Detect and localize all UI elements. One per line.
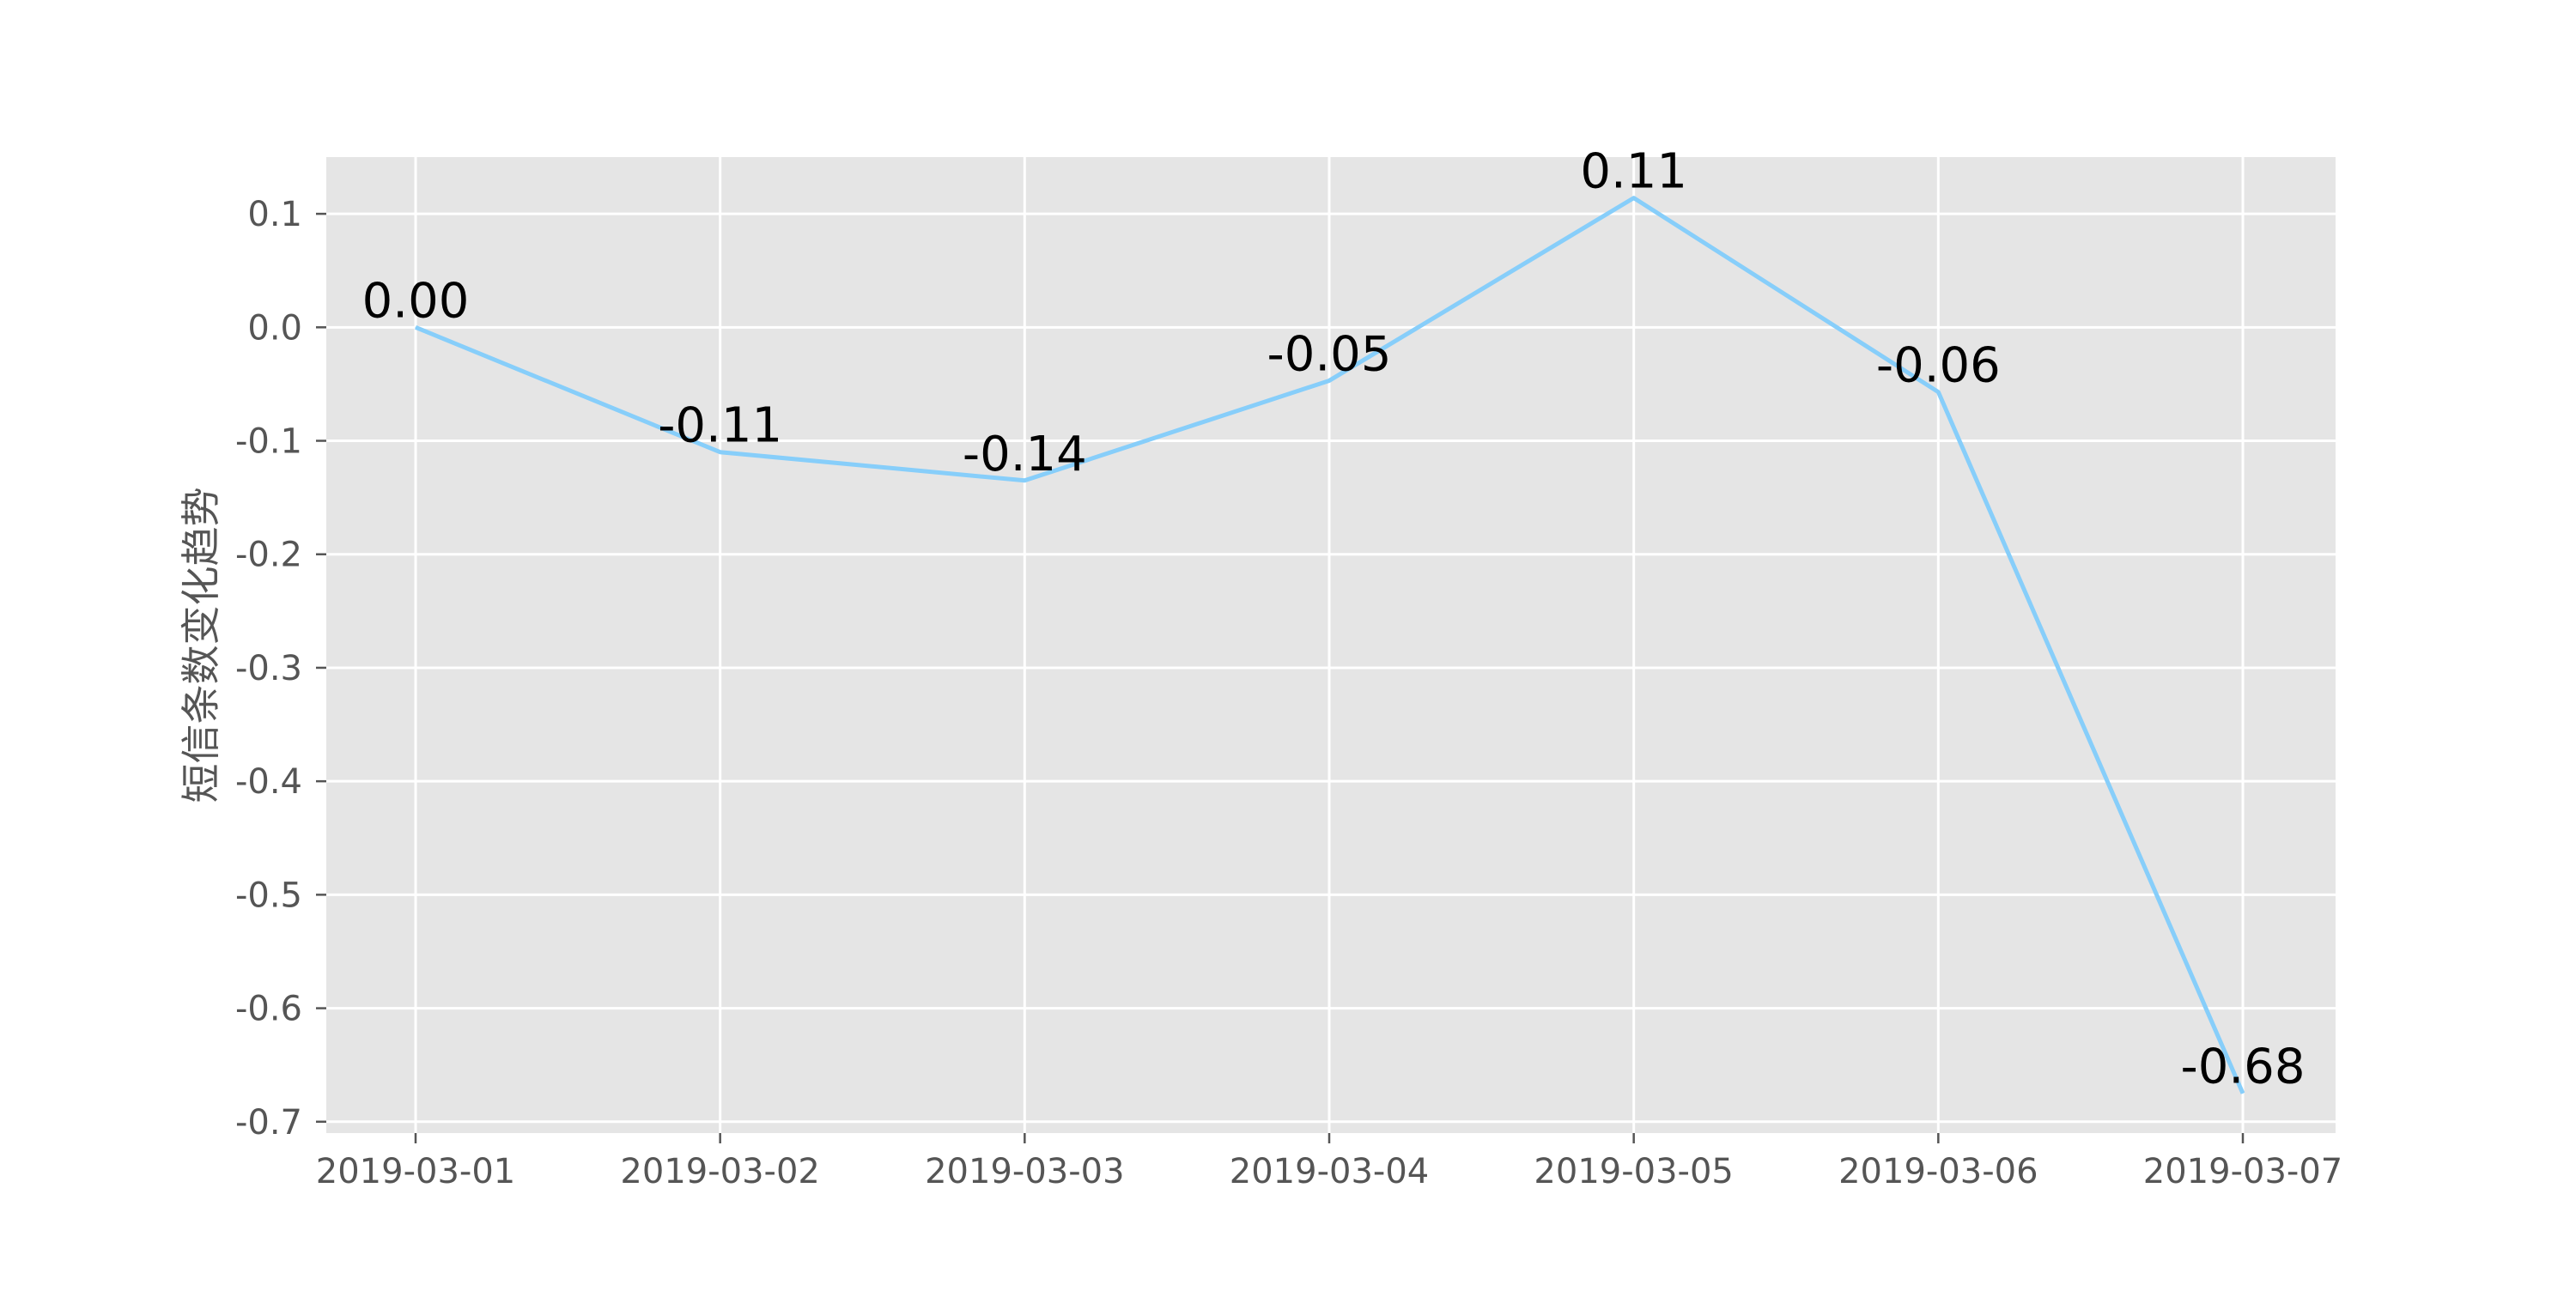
y-tick-label: -0.4 [235,762,302,802]
data-label: 0.00 [362,273,470,329]
series-layer [415,196,2245,1094]
y-tick-label: -0.2 [235,536,302,575]
data-label: -0.11 [658,398,782,454]
data-label: -0.05 [1267,326,1392,382]
x-tick-label: 2019-03-02 [620,1152,819,1191]
x-tick-label: 2019-03-01 [316,1152,515,1191]
data-label: -0.68 [2181,1039,2306,1095]
x-tick-label: 2019-03-03 [925,1152,1124,1191]
data-label: -0.06 [1876,338,2001,394]
y-axis-title: 短信条数变化趋势 [178,488,224,803]
data-label: -0.14 [963,427,1087,482]
gridlines [326,157,2336,1133]
x-tick-label: 2019-03-07 [2143,1152,2342,1191]
data-point [1633,197,1635,199]
y-tick-label: 0.1 [247,195,302,234]
y-tick-label: -0.1 [235,422,302,462]
y-tick-label: -0.3 [235,649,302,688]
y-tick-label: -0.6 [235,990,302,1029]
data-label: 0.11 [1580,144,1687,200]
plot-background [326,157,2336,1133]
data-labels: 0.00 -0.11 -0.14 -0.05 0.11 -0.06 -0.68 [362,144,2306,1095]
y-tick-label: -0.7 [235,1103,302,1143]
y-tick-label: 0.0 [247,308,302,348]
data-point [2242,1093,2244,1094]
data-point [1328,379,1330,381]
x-tick-label: 2019-03-04 [1230,1152,1429,1191]
x-tick-label: 2019-03-05 [1534,1152,1733,1191]
x-tick-label: 2019-03-06 [1838,1152,2038,1191]
data-point [1024,480,1025,482]
axis-ticks: 0.1 0.0 -0.1 -0.2 -0.3 -0.4 -0.5 -0.6 -0.7 2019-0… [235,195,2342,1191]
data-point [1937,391,1939,393]
y-tick-label: -0.5 [235,876,302,915]
